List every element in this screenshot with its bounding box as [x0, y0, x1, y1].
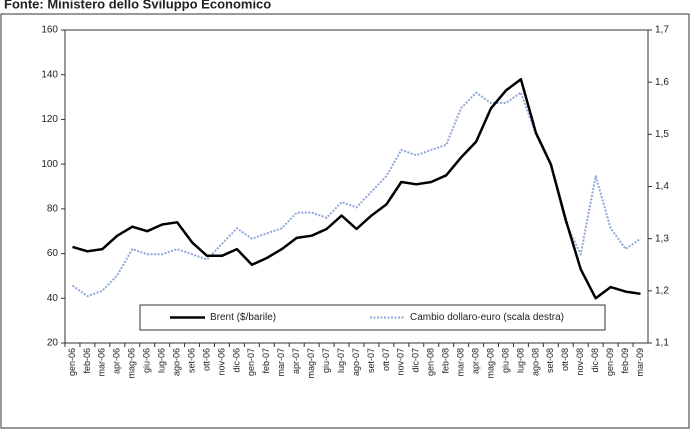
x-tick-label: feb-08	[441, 348, 451, 374]
x-tick-label: set-06	[186, 348, 196, 373]
legend-box	[139, 304, 606, 331]
y-tick-label: 80	[47, 203, 59, 214]
x-tick-label: mar-06	[97, 348, 107, 377]
chart-title: Fonte: Ministero dello Sviluppo Economic…	[4, 0, 271, 11]
x-tick-label: feb-07	[261, 348, 271, 374]
series-line	[72, 77, 641, 300]
x-tick-label: feb-06	[82, 348, 92, 374]
x-tick-label: mar-09	[635, 348, 645, 377]
x-tick-label: giu-06	[142, 348, 152, 373]
series-line	[71, 91, 642, 298]
x-tick-label: nov-06	[216, 348, 226, 376]
x-tick-label: ago-06	[171, 348, 181, 376]
x-tick-label: gen-07	[246, 348, 256, 376]
x-tick-label: mag-08	[485, 348, 495, 379]
x-tick-label: dic-08	[590, 348, 600, 373]
y-tick-label: 40	[47, 293, 59, 304]
x-tick-label: ott-06	[201, 348, 211, 371]
x-tick-label: gen-09	[605, 348, 615, 376]
x-tick-label: nov-08	[575, 348, 585, 376]
plot-area	[64, 29, 649, 344]
x-tick-label: ott-07	[381, 348, 391, 371]
y2-tick-label: 1,2	[655, 285, 669, 296]
x-tick-label: mag-07	[306, 348, 316, 379]
x-tick-label: giu-07	[321, 348, 331, 373]
x-tick-label: mag-06	[127, 348, 137, 379]
x-tick-label: gen-08	[426, 348, 436, 376]
x-tick-label: nov-07	[396, 348, 406, 376]
frame	[0, 13, 690, 429]
y2-tick-label: 1,3	[655, 233, 669, 244]
x-tick-label: set-07	[366, 348, 376, 373]
legend-label: Brent ($/barile)	[210, 312, 276, 323]
x-tick-label: set-08	[545, 348, 555, 373]
y-tick-label: 160	[41, 25, 58, 36]
y2-tick-label: 1,4	[655, 181, 669, 192]
x-tick-label: ago-07	[351, 348, 361, 376]
x-tick-label: apr-06	[112, 348, 122, 374]
x-tick-label: apr-07	[291, 348, 301, 374]
y2-tick-label: 1,7	[655, 25, 669, 36]
y2-tick-label: 1,1	[655, 338, 669, 349]
y2-tick-label: 1,6	[655, 77, 669, 88]
x-tick-label: mar-07	[276, 348, 286, 377]
x-tick-label: giu-08	[500, 348, 510, 373]
x-tick-label: ago-08	[530, 348, 540, 376]
y-tick-label: 60	[47, 248, 59, 259]
x-tick-label: ott-08	[560, 348, 570, 371]
y-tick-label: 120	[41, 114, 58, 125]
y-tick-label: 100	[41, 159, 58, 170]
x-tick-label: dic-06	[231, 348, 241, 373]
x-tick-label: mar-08	[456, 348, 466, 377]
y-tick-label: 20	[47, 338, 59, 349]
x-tick-label: apr-08	[470, 348, 480, 374]
x-tick-label: lug-06	[157, 348, 167, 373]
legend-label: Cambio dollaro-euro (scala destra)	[410, 312, 564, 323]
y-tick-label: 140	[41, 69, 58, 80]
x-tick-label: feb-09	[620, 348, 630, 374]
x-tick-label: lug-07	[336, 348, 346, 373]
x-tick-label: lug-08	[515, 348, 525, 373]
x-tick-label: gen-06	[67, 348, 77, 376]
y2-tick-label: 1,5	[655, 129, 669, 140]
x-tick-label: dic-07	[411, 348, 421, 373]
